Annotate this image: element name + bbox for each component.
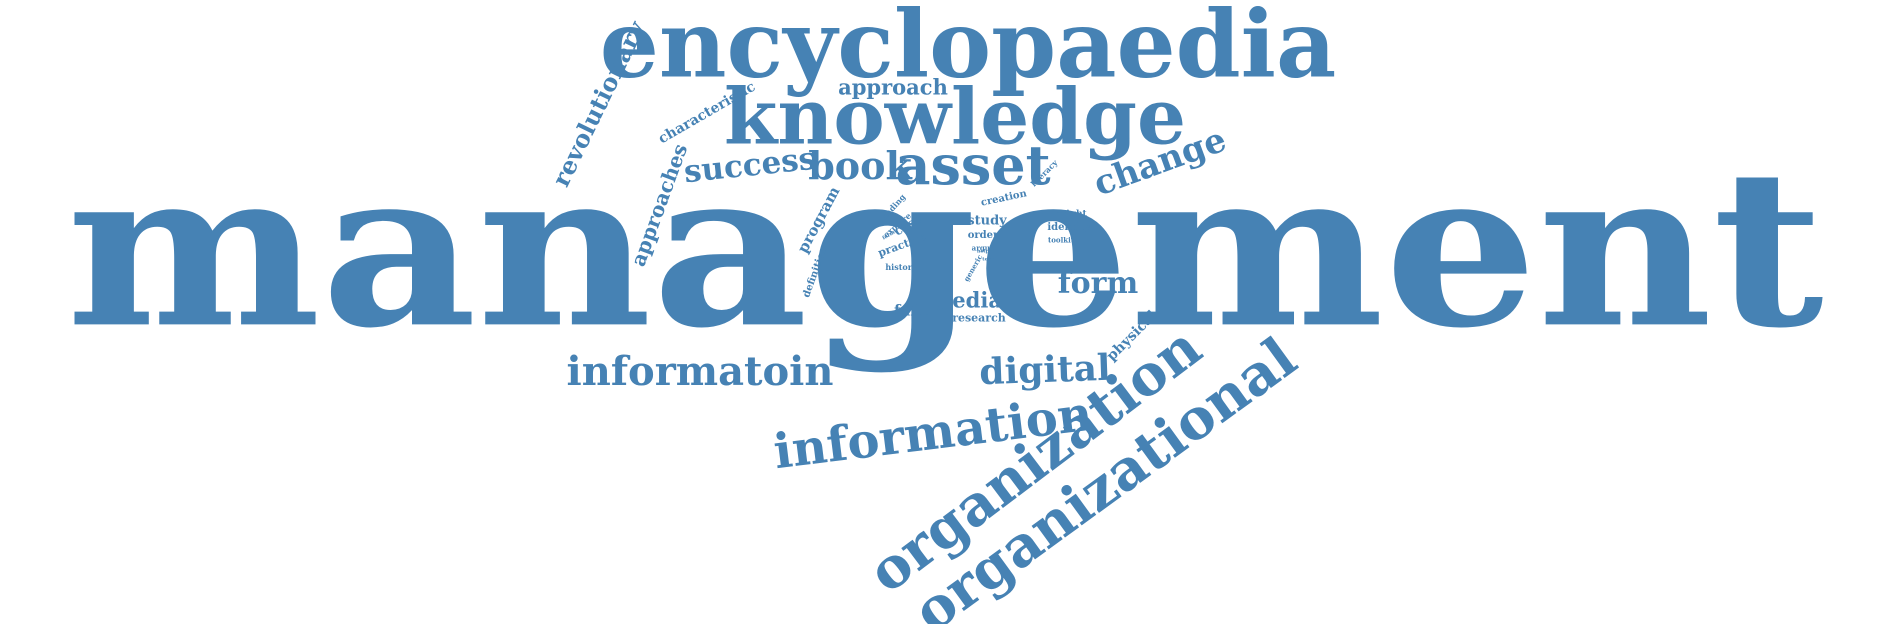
word-book: book [808, 143, 912, 188]
word-term: term [982, 256, 996, 263]
word-toolkit: toolkit [1048, 235, 1074, 245]
word-approach: approach [838, 74, 948, 100]
word-failure: failure [894, 301, 950, 320]
word-history: history [885, 262, 917, 272]
word-encyclopaedia: encyclopaedia [599, 0, 1337, 99]
word-management: management [66, 122, 1824, 377]
word-argue: argue [971, 243, 995, 253]
word-help: help [976, 248, 990, 255]
word-insight: insight [1051, 209, 1087, 220]
word-research: research [952, 311, 1006, 325]
word-knowledge: knowledge [724, 72, 1186, 163]
word-media: media [930, 287, 1002, 313]
word-informatoin: informatoin [566, 348, 834, 395]
word-study: study [967, 213, 1007, 229]
word-digital: digital [978, 346, 1112, 394]
word-form: form [1057, 266, 1139, 301]
word-identity: identity [1047, 222, 1091, 233]
word-asset: asset [895, 133, 1051, 197]
word-order: order [967, 230, 999, 241]
